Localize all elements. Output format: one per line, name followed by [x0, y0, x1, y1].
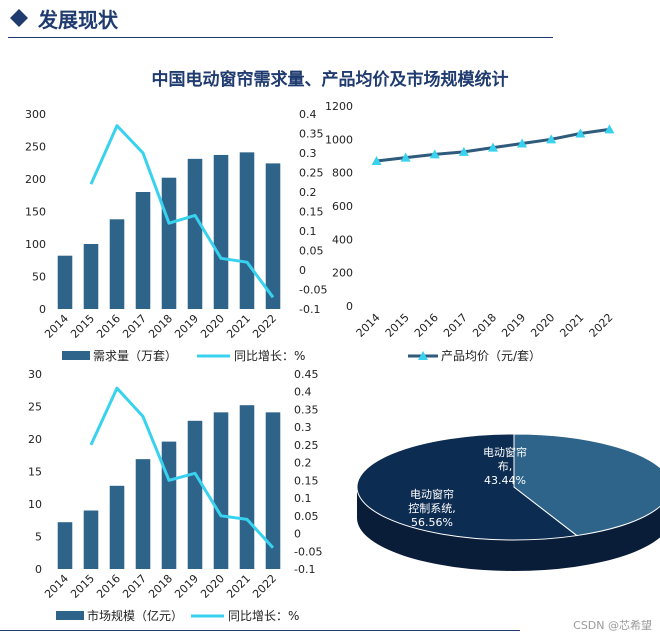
left-tick-label: 10: [28, 498, 42, 511]
right-tick-label: 0.2: [299, 186, 317, 199]
right-tick-label: 0.25: [299, 167, 324, 180]
chart-main-title: 中国电动窗帘需求量、产品均价及市场规模统计: [151, 70, 509, 90]
price-tick-label: 600: [332, 200, 353, 213]
bar-2016: [109, 219, 125, 309]
right-tick-label: 0.3: [299, 147, 317, 160]
legend-line-label: 同比增长：%: [234, 349, 305, 363]
right-tick-label: 0.35: [299, 128, 324, 141]
price-marker-2019: [517, 138, 528, 148]
legend-bar-swatch: [62, 351, 90, 360]
left-tick-label: 25: [28, 401, 42, 414]
pie-slice-curtain-fabric: [513, 433, 660, 537]
right-tick-label: 0: [294, 528, 301, 541]
pie-slice-control-system: [356, 433, 579, 541]
right-tick-label: 0.35: [294, 403, 319, 416]
right-tick-label: -0.1: [299, 303, 320, 316]
bar-2020: [213, 154, 229, 309]
legend-bar-label: 市场规模（亿元）: [87, 608, 183, 623]
right-tick-label: -0.1: [294, 563, 315, 576]
bar-2017: [135, 459, 151, 569]
right-tick-label: 0.1: [294, 492, 312, 505]
legend-price-label: 产品均价（元/套）: [441, 349, 541, 363]
pie-label-control-system: 56.56%: [411, 516, 453, 529]
price-marker-2015: [400, 152, 411, 162]
growth-line: [89, 386, 275, 549]
left-tick-label: 200: [25, 173, 46, 186]
right-tick-label: 0.1: [299, 225, 317, 238]
left-tick-label: 300: [25, 108, 46, 121]
legend-bar-label: 需求量（万套）: [93, 349, 177, 363]
bar-2022: [265, 163, 281, 309]
legend-bar-swatch: [56, 611, 84, 620]
price-marker-2022: [604, 124, 615, 134]
pie-label-control-system: 控制系统,: [408, 501, 456, 515]
legend-line-label: 同比增长：%: [228, 609, 299, 623]
bar-2017: [135, 192, 151, 309]
diamond-icon: [10, 9, 28, 27]
price-marker-2017: [458, 146, 469, 156]
right-tick-label: 0: [299, 264, 306, 277]
right-tick-label: 0.05: [299, 245, 324, 258]
price-tick-label: 1200: [325, 100, 353, 113]
bar-2014: [57, 255, 73, 309]
price-marker-2014: [371, 156, 382, 165]
pie-label-curtain-fabric: 43.44%: [484, 474, 526, 487]
legend-price-marker: [418, 351, 428, 360]
pie-label-control-system: 电动窗帘: [410, 487, 454, 501]
diamond-shape: [10, 9, 28, 27]
section-title: 发展现状: [38, 8, 118, 32]
bar-2021: [239, 405, 255, 569]
left-tick-label: 150: [25, 206, 46, 219]
price-tick-label: 200: [332, 267, 353, 280]
right-tick-label: 0.4: [294, 386, 312, 399]
demand-chart: 0 50 100 150 200 250 300 -0.1 -0.05 0 0.05 0.1 0.15 0…: [25, 108, 327, 363]
watermark: CSDN @芯希望: [573, 619, 652, 632]
bar-2019: [187, 158, 203, 309]
right-tick-label: 0.25: [294, 439, 319, 452]
left-tick-label: 250: [25, 141, 46, 154]
left-tick-label: 100: [25, 238, 46, 251]
market-chart: 0 5 10 15 20 25 30 -0.1 -0.05 0 0.05 0.1 0.15 0.2 0.25…: [28, 368, 322, 623]
bar-2015: [83, 244, 99, 309]
left-tick-label: 0: [39, 303, 46, 316]
price-tick-label: 0: [346, 300, 353, 313]
footer-divider: [0, 630, 520, 631]
right-tick-label: -0.05: [294, 545, 322, 558]
price-marker-2016: [429, 149, 440, 159]
price-marker-2021: [575, 128, 586, 138]
price-tick-label: 400: [332, 233, 353, 246]
price-marker-2018: [488, 142, 498, 152]
right-tick-label: 0.05: [294, 510, 319, 523]
right-tick-label: 0.45: [294, 368, 319, 381]
bar-2016: [109, 485, 125, 569]
left-tick-label: 30: [28, 368, 42, 381]
bar-2020: [213, 412, 229, 569]
left-tick-label: 20: [28, 433, 42, 446]
right-tick-label: 0.2: [294, 457, 312, 470]
header-divider: [8, 37, 553, 38]
price-tick-label: 800: [332, 167, 353, 180]
left-tick-label: 50: [32, 271, 46, 284]
left-tick-label: 15: [28, 466, 42, 479]
bar-2015: [83, 510, 99, 569]
pie-label-curtain-fabric: 布,: [498, 460, 513, 473]
pie-label-curtain-fabric: 电动窗帘: [483, 445, 527, 459]
right-tick-label: 0.4: [299, 108, 317, 121]
right-tick-label: 0.15: [299, 206, 324, 219]
right-tick-label: 0.3: [294, 421, 312, 434]
bar-2021: [239, 152, 255, 309]
price-tick-label: 1000: [325, 133, 353, 146]
pie-side-wall: [357, 487, 660, 571]
bar-2019: [187, 420, 203, 569]
growth-line: [89, 124, 275, 299]
price-marker-2020: [546, 134, 557, 144]
left-tick-label: 5: [35, 531, 42, 544]
right-tick-label: -0.05: [299, 284, 327, 297]
left-tick-label: 0: [35, 563, 42, 576]
bar-2022: [265, 412, 281, 569]
bar-2014: [57, 522, 73, 569]
right-tick-label: 0.15: [294, 474, 319, 487]
